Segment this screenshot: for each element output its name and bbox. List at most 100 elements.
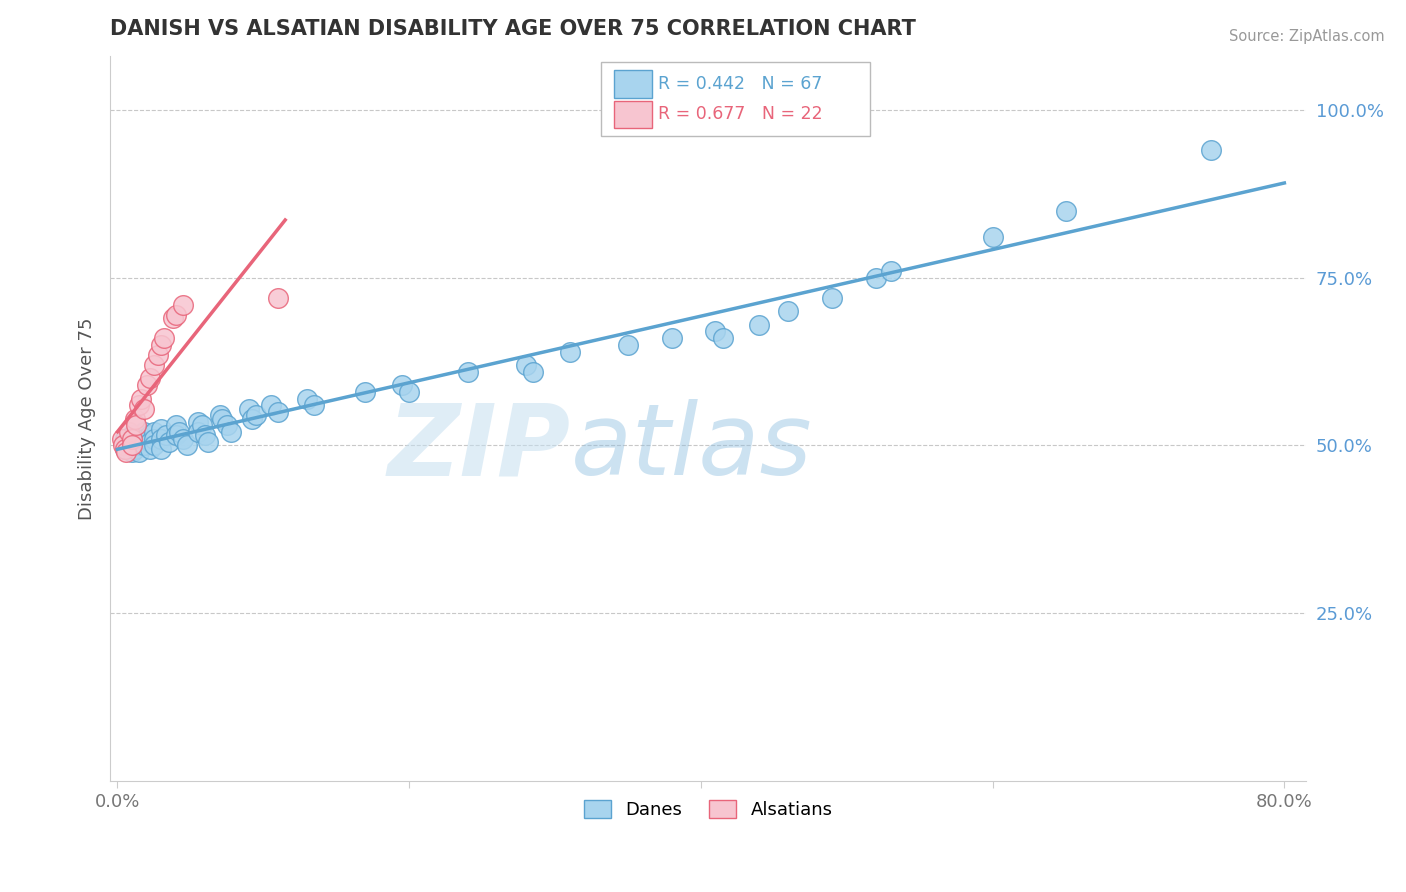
- Point: [187, 425, 209, 439]
- Point: [219, 425, 242, 439]
- Point: [167, 425, 190, 439]
- Point: [240, 411, 263, 425]
- Point: [128, 432, 150, 446]
- Legend: Danes, Alsatians: Danes, Alsatians: [576, 792, 839, 826]
- Point: [114, 442, 136, 456]
- Text: DANISH VS ALSATIAN DISABILITY AGE OVER 75 CORRELATION CHART: DANISH VS ALSATIAN DISABILITY AGE OVER 7…: [110, 20, 917, 39]
- Text: Source: ZipAtlas.com: Source: ZipAtlas.com: [1229, 29, 1385, 44]
- Point: [1054, 203, 1077, 218]
- Point: [142, 358, 165, 372]
- Point: [245, 409, 267, 423]
- Point: [187, 415, 209, 429]
- Point: [114, 442, 136, 456]
- Point: [267, 405, 290, 419]
- Point: [157, 435, 180, 450]
- Point: [391, 378, 413, 392]
- Point: [821, 291, 844, 305]
- Point: [153, 331, 176, 345]
- Point: [150, 432, 173, 446]
- Point: [125, 418, 148, 433]
- Point: [259, 398, 281, 412]
- Text: atlas: atlas: [571, 399, 813, 496]
- Point: [138, 428, 160, 442]
- Point: [197, 435, 219, 450]
- Point: [150, 338, 173, 352]
- Point: [617, 338, 640, 352]
- Point: [172, 297, 194, 311]
- Point: [135, 378, 157, 392]
- Point: [191, 418, 214, 433]
- Text: R = 0.677   N = 22: R = 0.677 N = 22: [658, 105, 823, 123]
- Text: ZIP: ZIP: [388, 399, 571, 496]
- Point: [522, 365, 544, 379]
- Point: [558, 344, 581, 359]
- Point: [748, 318, 770, 332]
- Point: [148, 348, 170, 362]
- Point: [194, 428, 217, 442]
- Point: [129, 392, 152, 406]
- Point: [112, 438, 135, 452]
- Point: [457, 365, 479, 379]
- Point: [142, 425, 165, 439]
- Point: [304, 398, 326, 412]
- Point: [115, 445, 138, 459]
- Point: [124, 428, 146, 442]
- Point: [215, 418, 238, 433]
- Point: [121, 432, 143, 446]
- Point: [118, 425, 141, 439]
- Point: [128, 438, 150, 452]
- FancyBboxPatch shape: [600, 62, 870, 136]
- Point: [981, 230, 1004, 244]
- Point: [267, 291, 290, 305]
- Point: [132, 438, 155, 452]
- Point: [128, 445, 150, 459]
- Point: [165, 428, 187, 442]
- Point: [398, 384, 420, 399]
- Point: [704, 325, 727, 339]
- FancyBboxPatch shape: [613, 101, 652, 128]
- Point: [208, 409, 231, 423]
- Point: [138, 371, 160, 385]
- Point: [121, 428, 143, 442]
- Point: [124, 411, 146, 425]
- Point: [165, 308, 187, 322]
- Point: [121, 438, 143, 452]
- Point: [111, 432, 134, 446]
- Point: [114, 432, 136, 446]
- Point: [295, 392, 318, 406]
- Point: [176, 438, 198, 452]
- Point: [121, 438, 143, 452]
- Point: [124, 442, 146, 456]
- Point: [865, 270, 887, 285]
- Point: [124, 435, 146, 450]
- Point: [118, 435, 141, 450]
- Point: [155, 428, 177, 442]
- Point: [879, 264, 901, 278]
- Point: [142, 432, 165, 446]
- Point: [515, 358, 537, 372]
- Point: [162, 310, 184, 325]
- Point: [121, 445, 143, 459]
- Point: [238, 401, 260, 416]
- Point: [138, 442, 160, 456]
- Point: [354, 384, 377, 399]
- Point: [128, 428, 150, 442]
- Point: [711, 331, 734, 345]
- Point: [778, 304, 800, 318]
- Point: [661, 331, 683, 345]
- Point: [211, 411, 233, 425]
- Point: [138, 435, 160, 450]
- Point: [132, 425, 155, 439]
- Point: [172, 432, 194, 446]
- Point: [132, 432, 155, 446]
- Point: [1201, 143, 1223, 157]
- Point: [128, 398, 150, 412]
- FancyBboxPatch shape: [613, 70, 652, 97]
- Point: [150, 442, 173, 456]
- Point: [142, 438, 165, 452]
- Point: [165, 418, 187, 433]
- Text: R = 0.442   N = 67: R = 0.442 N = 67: [658, 75, 823, 93]
- Y-axis label: Disability Age Over 75: Disability Age Over 75: [79, 318, 96, 520]
- Point: [132, 401, 155, 416]
- Point: [150, 422, 173, 436]
